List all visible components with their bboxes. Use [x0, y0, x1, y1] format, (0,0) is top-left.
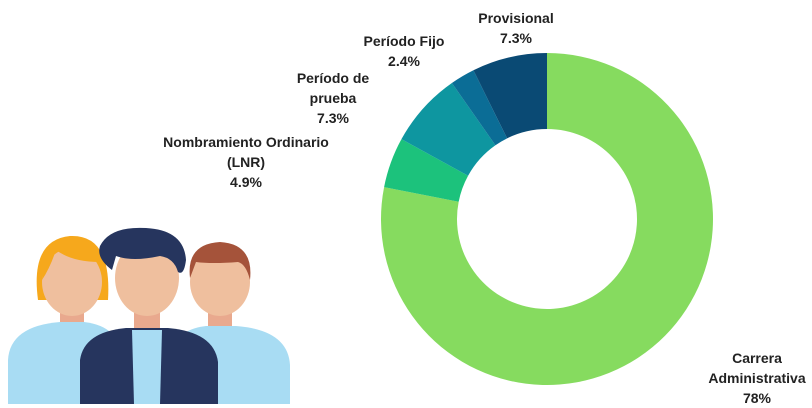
donut-slice [473, 53, 547, 139]
slice-label: Período Fijo 2.4% [354, 31, 454, 71]
value-label: 7.3% [317, 110, 349, 126]
value-label: 2.4% [388, 53, 420, 69]
donut-slice [451, 70, 508, 146]
donut-slice [381, 53, 713, 385]
donut-slice [384, 139, 469, 202]
slice-label: Carrera Administrativa 78% [702, 348, 812, 408]
value-label: 78% [742, 390, 772, 406]
slice-label: Período de prueba 7.3% [288, 68, 378, 128]
category-label: Provisional [478, 10, 554, 26]
category-label: Período Fijo [363, 33, 445, 49]
slice-label: Provisional 7.3% [466, 8, 566, 48]
value-label: 7.3% [500, 30, 532, 46]
slice-label: Nombramiento Ordinario (LNR) 4.9% [148, 132, 344, 192]
category-label: Carrera Administrativa [708, 350, 806, 386]
people-illustration [8, 227, 290, 404]
category-label: Nombramiento Ordinario (LNR) [163, 134, 329, 170]
donut-slice [401, 82, 496, 176]
value-label: 4.9% [230, 174, 262, 190]
category-label: Período de prueba [296, 70, 370, 106]
